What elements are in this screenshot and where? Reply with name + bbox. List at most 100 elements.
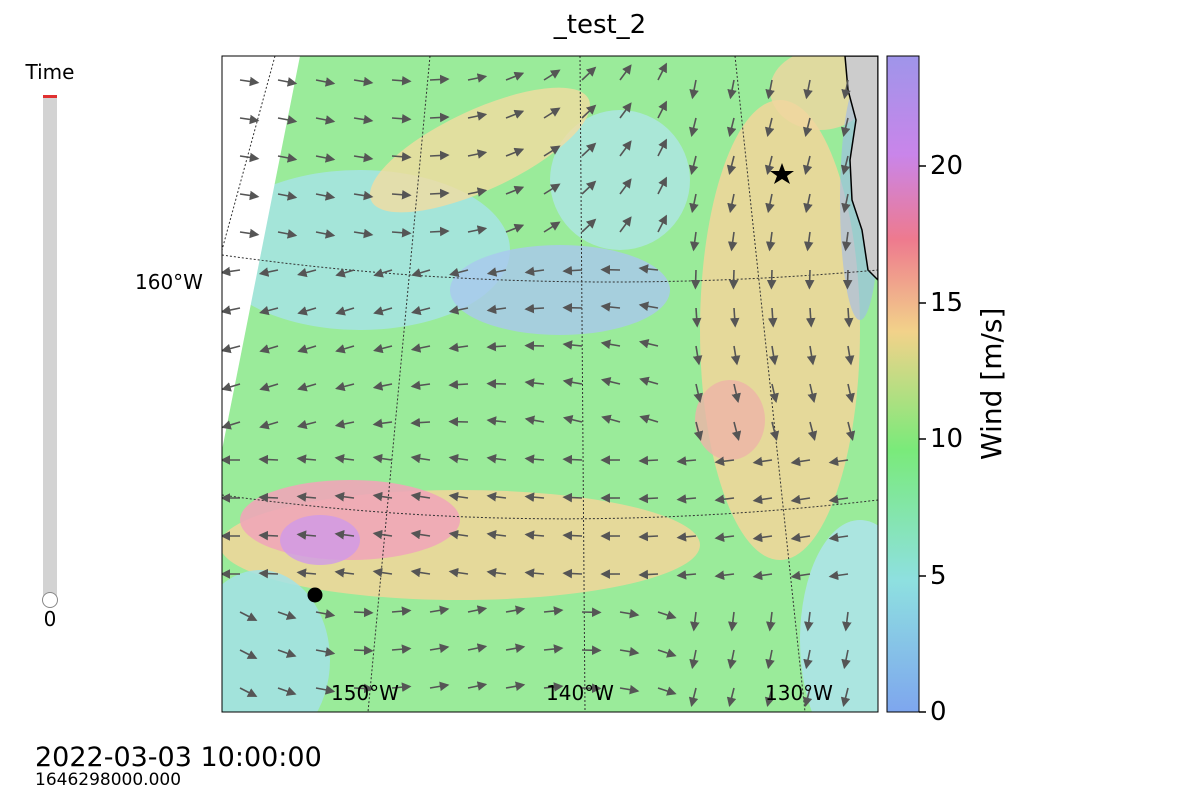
cbar-tick-20: 20 [930, 151, 964, 181]
wind-arrow [239, 76, 260, 87]
wind-arrow [543, 682, 564, 692]
wind-arrow [766, 611, 776, 632]
wind-arrow [353, 607, 374, 618]
wind-arrow [581, 66, 597, 81]
wind-arrow [258, 267, 279, 277]
wind-arrow [619, 646, 640, 657]
wind-arrow [505, 185, 525, 195]
wind-arrow [619, 608, 640, 619]
wind-arrow [543, 145, 561, 157]
wind-arrow [410, 343, 431, 353]
wind-arrow [524, 530, 545, 540]
wind-arrow [410, 567, 431, 578]
wind-arrow [562, 492, 583, 503]
wind-arrow [373, 306, 393, 316]
wind-arrow [335, 306, 355, 316]
wind-arrow [638, 264, 659, 274]
wind-arrow [524, 266, 545, 277]
wind-arrow [505, 109, 525, 119]
cbar-tick-0: 0 [930, 697, 947, 727]
wind-arrow [752, 456, 773, 467]
wind-arrow [807, 383, 817, 404]
wind-arrow [845, 383, 855, 404]
wind-arrow [764, 687, 775, 708]
wind-arrow [676, 532, 697, 542]
wind-arrow [562, 530, 583, 541]
wind-arrow [842, 611, 852, 632]
wind-arrow [524, 415, 545, 426]
colorbar-label: Wind [m/s] [975, 307, 1008, 460]
wind-arrow [410, 417, 431, 428]
slider-value: 0 [43, 607, 57, 631]
wind-arrows [222, 62, 856, 708]
wind-arrow [765, 231, 776, 252]
wind-arrow [524, 378, 545, 388]
wind-arrow [727, 79, 737, 100]
wind-arrow [804, 269, 815, 290]
wind-arrow [691, 307, 702, 328]
cbar-tick-10: 10 [930, 424, 964, 454]
wind-arrow [315, 609, 336, 619]
wind-arrow [726, 155, 737, 176]
wind-arrow [259, 344, 279, 354]
wind-arrow [334, 568, 355, 578]
wind-arrow [411, 305, 431, 316]
wind-arrow [765, 79, 775, 100]
wind-arrow [486, 454, 507, 464]
slider-label: Time [25, 60, 75, 84]
wind-arrow [601, 414, 621, 424]
wind-arrow [429, 150, 450, 161]
wind-arrow [486, 568, 507, 578]
wind-arrow [259, 420, 279, 430]
wind-arrow [562, 265, 583, 276]
wind-arrow [505, 643, 526, 653]
wind-arrow [828, 570, 849, 581]
wind-arrow [222, 382, 241, 392]
wind-arrow [619, 140, 632, 157]
wind-arrow [296, 454, 317, 464]
wind-arrow [391, 606, 412, 616]
wind-arrow [258, 454, 279, 465]
wind-arrow [619, 178, 632, 195]
wind-arrow [222, 420, 241, 430]
wind-arrow [448, 453, 469, 464]
wind-arrow [467, 73, 488, 83]
time-slider-handle[interactable] [42, 592, 58, 608]
wind-arrow [297, 267, 317, 278]
wind-arrow [562, 568, 583, 579]
wind-arrow [841, 231, 852, 252]
wind-arrow [411, 268, 431, 278]
wind-arrow [239, 228, 260, 239]
wind-arrow [543, 69, 561, 81]
wind-arrow [373, 343, 393, 354]
wind-arrow [543, 606, 564, 616]
wind-arrow [353, 190, 374, 201]
wind-arrow [372, 491, 393, 502]
wind-arrow [334, 454, 355, 464]
wind-arrow [802, 155, 813, 176]
wind-arrow [657, 648, 677, 658]
wind-arrow [335, 344, 355, 354]
wind-arrow [806, 345, 817, 366]
wind-arrow [429, 112, 450, 123]
wind-arrow [258, 568, 279, 579]
wind-arrow [842, 269, 853, 290]
time-slider-track[interactable] [43, 96, 57, 600]
wind-arrow [802, 687, 813, 708]
wind-arrow [562, 454, 583, 465]
wind-arrow [297, 419, 317, 430]
wind-arrow [619, 102, 632, 119]
wind-arrow [353, 228, 374, 239]
wind-arrow [410, 453, 431, 464]
map-frame [221, 55, 879, 713]
wind-arrow [391, 644, 412, 654]
wind-arrow [258, 530, 279, 541]
wind-arrow [828, 532, 849, 543]
wind-arrow [690, 611, 700, 632]
wind-arrow [467, 225, 488, 235]
wind-arrow [277, 77, 298, 87]
wind-arrow [448, 342, 469, 353]
wind-arrow [524, 492, 545, 502]
wind-arrow [410, 380, 431, 391]
wind-arrow [239, 649, 258, 659]
